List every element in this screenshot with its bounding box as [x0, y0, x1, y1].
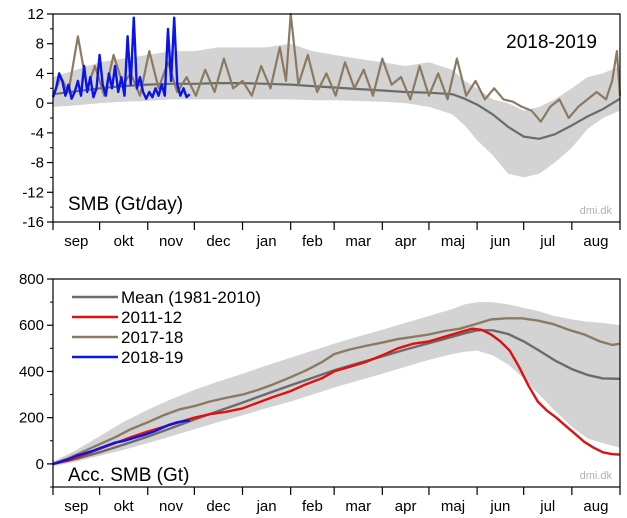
top-month-label: feb: [302, 233, 323, 250]
top-credit-text: dmi.dk: [580, 205, 613, 217]
bot-month-label: sep: [64, 498, 88, 515]
bot-ytick-label: 600: [19, 317, 44, 334]
top-month-label: sep: [64, 233, 88, 250]
top-month-label: maj: [441, 233, 465, 250]
bot-ytick-label: 800: [19, 271, 44, 288]
top-month-label: dec: [206, 233, 231, 250]
top-month-label: jun: [489, 233, 510, 250]
acc-smb-label: Acc. SMB (Gt): [68, 465, 189, 486]
bottom-credit-text: dmi.dk: [580, 470, 613, 482]
top-line-series-2: [51, 16, 191, 100]
bot-month-label: jul: [539, 498, 555, 515]
daily-smb-label: SMB (Gt/day): [68, 194, 183, 215]
top-line-series-0: [52, 81, 621, 140]
top-month-label: aug: [583, 233, 608, 250]
bot-month-label: nov: [159, 498, 184, 515]
top-y-axis: 12 8 4 0 -4 -8 -12 -16: [22, 6, 53, 231]
legend-label: 2018-19: [121, 348, 183, 367]
top-series-group: [51, 12, 622, 140]
bot-month-label: jan: [256, 498, 277, 515]
top-ytick-label: 12: [27, 6, 44, 23]
legend-label: Mean (1981-2010): [121, 288, 261, 307]
bot-ytick-label: 0: [36, 456, 44, 473]
season-label: 2018-2019: [506, 32, 597, 53]
bottom-y-axis: 800 600 400 200 0: [19, 271, 53, 488]
top-ytick-label: 8: [36, 36, 44, 53]
bot-month-label: feb: [302, 498, 323, 515]
daily-smb-panel: 12 8 4 0 -4 -8 -12 -16 sep okt nov dec jan feb mar apr…: [22, 6, 622, 250]
top-month-label: mar: [345, 233, 371, 250]
top-variability-band: [53, 43, 620, 178]
bot-month-label: mar: [345, 498, 371, 515]
top-month-label: jul: [539, 233, 555, 250]
bot-month-label: apr: [395, 498, 417, 515]
top-line-series-1: [51, 12, 622, 123]
legend-label: 2017-18: [121, 328, 183, 347]
accumulated-smb-panel: 800 600 400 200 0 sep okt nov dec jan feb mar apr ma…: [19, 271, 621, 515]
bot-band-area: [53, 302, 620, 467]
bot-month-label: okt: [114, 498, 135, 515]
bottom-variability-band: [53, 302, 620, 467]
top-x-axis: sep okt nov dec jan feb mar apr maj jun jul aug: [52, 222, 621, 250]
bot-ytick-label: 200: [19, 410, 44, 427]
bottom-series-group: [52, 317, 621, 466]
top-month-label: jan: [256, 233, 277, 250]
bot-month-label: dec: [206, 498, 231, 515]
bot-ytick-label: 400: [19, 363, 44, 380]
top-ytick-label: -8: [31, 155, 44, 172]
bottom-x-axis: sep okt nov dec jan feb mar apr maj jun jul aug: [52, 487, 621, 515]
top-ytick-label: 4: [36, 65, 44, 82]
top-month-label: apr: [395, 233, 417, 250]
top-ytick-label: -12: [22, 184, 44, 201]
bot-month-label: jun: [489, 498, 510, 515]
top-ytick-label: -4: [31, 125, 44, 142]
top-band-area: [53, 43, 620, 178]
bot-line-2018-19: [52, 419, 190, 466]
top-ytick-label: 0: [36, 95, 44, 112]
bottom-plot-frame: [52, 278, 621, 488]
top-month-label: nov: [159, 233, 184, 250]
bot-month-label: maj: [441, 498, 465, 515]
bot-line-2017-18: [52, 317, 621, 466]
bot-month-label: aug: [583, 498, 608, 515]
top-ytick-label: -16: [22, 214, 44, 231]
legend-label: 2011-12: [121, 308, 182, 327]
top-month-label: okt: [114, 233, 135, 250]
